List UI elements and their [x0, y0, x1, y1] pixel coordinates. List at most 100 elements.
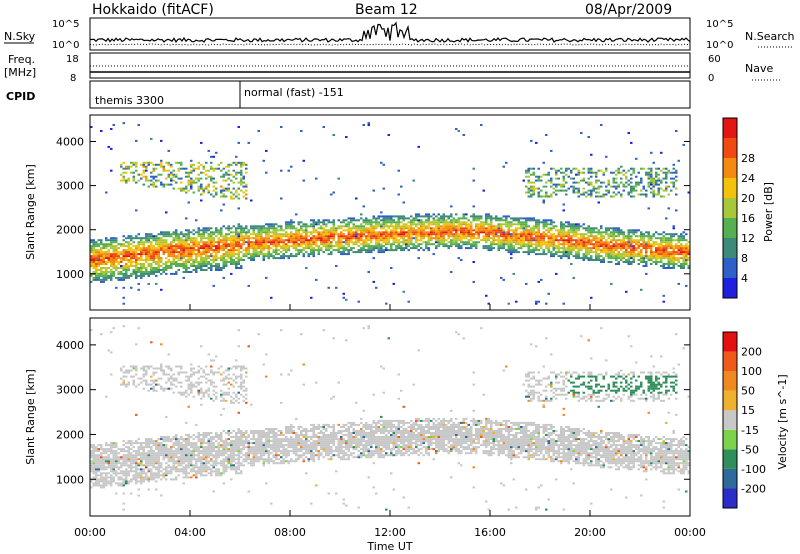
power-cell	[530, 217, 533, 220]
power-cell	[185, 253, 188, 256]
power-cell	[130, 259, 133, 261]
velocity-cell	[157, 454, 160, 457]
power-cell	[360, 251, 363, 254]
power-cell	[215, 269, 218, 271]
power-cell	[330, 229, 333, 232]
power-cell	[265, 241, 268, 244]
power-cell	[322, 237, 325, 240]
power-cell	[687, 265, 690, 267]
power-cell	[395, 229, 398, 232]
power-cell	[282, 239, 285, 242]
power-cell	[547, 292, 550, 295]
power-cell	[550, 243, 553, 246]
velocity-cell	[95, 478, 98, 481]
power-cell	[687, 249, 690, 252]
power-cell	[147, 271, 150, 273]
power-cell	[342, 229, 345, 232]
power-cell	[502, 233, 505, 236]
power-cell	[615, 187, 618, 190]
power-cell	[652, 181, 655, 184]
power-cell	[192, 169, 195, 172]
power-cell	[250, 259, 253, 261]
velocity-cell	[95, 456, 98, 459]
power-cell	[145, 253, 148, 256]
velocity-cell	[135, 460, 138, 463]
power-cell	[592, 171, 595, 174]
power-cell	[567, 239, 570, 242]
power-cell	[222, 167, 225, 170]
power-cell	[140, 241, 143, 244]
power-cell	[455, 237, 458, 240]
power-cell	[315, 241, 318, 244]
velocity-cell	[122, 492, 125, 495]
power-cell	[175, 251, 178, 254]
power-cell	[545, 181, 548, 184]
power-cell	[667, 253, 670, 256]
power-cell	[180, 251, 183, 254]
power-cell	[487, 239, 490, 242]
power-cell	[162, 247, 165, 250]
velocity-cell	[150, 472, 153, 475]
power-cell	[632, 253, 635, 256]
power-cell	[470, 215, 473, 218]
velocity-cell	[120, 383, 123, 386]
power-cell	[165, 265, 168, 267]
power-cell	[377, 215, 380, 218]
power-cell	[512, 245, 515, 248]
power-cell	[210, 155, 213, 158]
power-cell	[125, 269, 128, 271]
power-cell	[515, 241, 518, 244]
power-cell	[95, 276, 98, 279]
velocity-cell	[105, 444, 108, 447]
power-cell	[672, 183, 675, 186]
power-cell	[237, 231, 240, 234]
power-cell	[580, 247, 583, 250]
velocity-cell	[125, 369, 128, 372]
power-cell	[292, 237, 295, 240]
power-cell	[322, 231, 325, 234]
power-cell	[417, 257, 420, 260]
power-cell	[615, 231, 618, 234]
power-cell	[155, 274, 158, 277]
velocity-cell	[157, 452, 160, 455]
power-cell	[562, 302, 565, 305]
power-cell	[537, 245, 540, 248]
power-cell	[137, 263, 140, 265]
power-cell	[210, 167, 213, 170]
power-cell	[577, 181, 580, 184]
velocity-cell	[95, 462, 98, 465]
velocity-cell	[140, 458, 143, 461]
power-cell	[187, 257, 190, 260]
power-cell	[535, 302, 538, 305]
velocity-cell	[92, 482, 95, 485]
power-cell	[630, 141, 633, 144]
velocity-cell	[140, 478, 143, 481]
velocity-cell	[135, 385, 138, 388]
power-cell	[152, 259, 155, 261]
power-colorbar-frame	[722, 117, 738, 299]
power-cell	[535, 253, 538, 256]
velocity-cell	[145, 464, 148, 467]
power-cell	[305, 225, 308, 228]
power-cell	[585, 257, 588, 260]
power-cell	[170, 179, 173, 182]
power-cell	[485, 294, 488, 297]
velocity-cell	[152, 442, 155, 445]
power-cell	[545, 223, 548, 226]
power-cell	[390, 235, 393, 238]
power-cell	[525, 169, 528, 172]
velocity-cell	[157, 450, 160, 453]
power-cell	[207, 233, 210, 236]
power-cell	[395, 247, 398, 250]
power-cell	[337, 251, 340, 254]
power-cell	[647, 245, 650, 248]
power-cell	[317, 235, 320, 238]
power-cell	[275, 235, 278, 238]
power-cell	[435, 225, 438, 228]
power-cell	[360, 217, 363, 220]
power-cell	[440, 227, 443, 230]
power-cell	[165, 241, 168, 244]
power-cell	[242, 161, 245, 164]
power-cell	[577, 251, 580, 254]
velocity-cell	[112, 442, 115, 445]
